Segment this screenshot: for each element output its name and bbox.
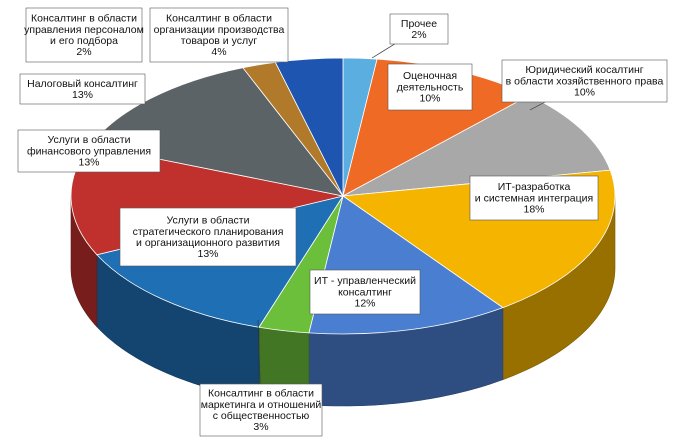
label-text-line: Юридический косалтинг — [525, 64, 643, 76]
label-box — [149, 7, 289, 63]
label-text-line: 13% — [72, 89, 93, 101]
slice-10 — [274, 57, 344, 197]
label-text-line: Услуги в области — [167, 215, 250, 227]
label-text-line: и организационного развития — [136, 237, 280, 249]
pie-labels: Прочее2%Оценочнаядеятельность10%Юридичес… — [17, 7, 668, 437]
label-text-line: управления персоналом — [24, 24, 144, 36]
label-text-line: ИТ-разработка — [498, 181, 571, 193]
label-text-line: 13% — [197, 248, 218, 260]
label-text-line: товаров и услуг — [181, 35, 258, 47]
label-text-line: Налоговый консалтинг — [27, 78, 138, 90]
label-text-line: Прочее — [401, 18, 437, 30]
label-text-line: стратегического планирования — [133, 226, 284, 238]
label-box — [17, 129, 161, 173]
label-text-line: 2% — [76, 46, 91, 58]
label-text-line: 4% — [211, 46, 226, 58]
label-text-line: с общественностью — [213, 410, 310, 422]
label-text-line: 13% — [78, 157, 99, 169]
label-text-line: Услуги в области — [48, 134, 131, 146]
label-text-line: 18% — [523, 204, 544, 216]
label-text-line: финансового управления — [27, 145, 151, 157]
label-text-line: 12% — [354, 298, 375, 310]
label-text-line: 3% — [253, 421, 268, 433]
label-text-line: маркетинга и отношений — [201, 399, 322, 411]
label-text-line: в области хозяйственного права — [506, 75, 664, 87]
label-box — [25, 7, 143, 63]
label-text-line: и его подбора — [50, 35, 118, 47]
label-text-line: Консалтинг в области — [166, 13, 272, 25]
label-box — [501, 59, 668, 103]
label-box — [309, 269, 421, 315]
label-box — [199, 383, 323, 437]
label-box — [19, 73, 146, 105]
label-box — [387, 63, 473, 111]
label-text-line: консалтинг — [338, 286, 392, 298]
label-text-line: Консалтинг в области — [208, 388, 314, 400]
label-box — [389, 13, 449, 45]
label-text-line: и системная интеграция — [475, 192, 593, 204]
label-text-line: Консалтинг в области — [31, 13, 137, 25]
label-text-line: 10% — [419, 93, 440, 105]
label-box — [469, 175, 599, 221]
label-text-line: ИТ - управленческий — [314, 275, 416, 287]
label-text-line: Оценочная — [403, 70, 457, 82]
label-text-line: деятельность — [397, 81, 464, 93]
label-text-line: 2% — [411, 29, 426, 41]
label-text-line: организации производства — [154, 24, 285, 36]
label-box — [119, 207, 297, 267]
label-text-line: 10% — [574, 87, 595, 99]
